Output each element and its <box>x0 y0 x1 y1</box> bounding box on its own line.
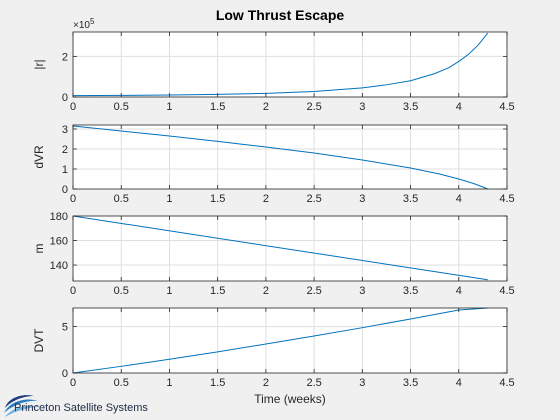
subplot-2: 0 0.5 1 1.5 2 2.5 3 3.5 4 4.5 0 1 2 3 dVR <box>32 124 515 205</box>
figure-title: Low Thrust Escape <box>216 7 345 23</box>
axes-box <box>72 31 508 98</box>
x-tick-label: 0 <box>70 377 76 389</box>
x-tick-label: 1 <box>166 285 172 297</box>
x-tick-label: 0.5 <box>114 285 129 297</box>
x-axis-label: Time (weeks) <box>254 392 326 406</box>
x-tick-label: 2.5 <box>306 377 321 389</box>
x-tick-label: 0.5 <box>114 193 129 205</box>
x-tick-label: 1.5 <box>210 285 225 297</box>
series-line-1 <box>72 307 488 374</box>
logo-emblem-icon <box>4 395 40 417</box>
axes-layer: 0 0.5 1 1.5 2 2.5 3 3.5 4 4.5 0 2 |r| ×105 0 0.5 1 1.5 2 2.… <box>32 17 515 406</box>
x-tick-label: 2 <box>263 377 269 389</box>
x-tick-label: 4 <box>456 377 462 389</box>
y-axis-label: dVR <box>32 145 46 169</box>
x-tick-label: 3 <box>359 377 365 389</box>
x-tick-label: 2 <box>263 101 269 113</box>
x-tick-label: 3 <box>359 101 365 113</box>
x-tick-label: 3.5 <box>403 377 418 389</box>
logo-swoosh-mid <box>4 399 38 413</box>
x-tick-label: 2.5 <box>306 193 321 205</box>
logo-swoosh-dark <box>5 395 34 408</box>
y-tick-label: 2 <box>62 144 68 156</box>
series-line-1 <box>72 125 488 190</box>
y-tick-label: 2 <box>62 51 68 63</box>
subplot-4: 0 0.5 1 1.5 2 2.5 3 3.5 4 4.5 0 5 DVT Time (weeks) <box>32 307 515 406</box>
subplot-3: 0 0.5 1 1.5 2 2.5 3 3.5 4 4.5 140 160 180 m <box>32 211 515 297</box>
series-line-1 <box>72 215 488 281</box>
x-tick-label: 0 <box>70 285 76 297</box>
x-tick-label: 0.5 <box>114 377 129 389</box>
x-tick-label: 0 <box>70 193 76 205</box>
y-tick-label: 0 <box>62 368 68 380</box>
x-tick-label: 1.5 <box>210 193 225 205</box>
y-axis-label: |r| <box>32 59 46 69</box>
x-tick-label: 1 <box>166 193 172 205</box>
x-tick-label: 2 <box>263 193 269 205</box>
y-exponent-power: 5 <box>90 17 95 26</box>
x-tick-label: 1 <box>166 101 172 113</box>
x-tick-label: 0.5 <box>114 101 129 113</box>
x-tick-label: 2 <box>263 285 269 297</box>
x-tick-label: 4.5 <box>499 377 514 389</box>
x-tick-label: 1.5 <box>210 377 225 389</box>
y-axis-label: DVT <box>32 328 46 353</box>
axes-box <box>72 307 508 374</box>
x-tick-label: 1.5 <box>210 101 225 113</box>
y-tick-label: 3 <box>62 124 68 136</box>
x-tick-label: 2.5 <box>306 101 321 113</box>
x-tick-label: 4.5 <box>499 193 514 205</box>
y-tick-label: 160 <box>50 236 68 248</box>
y-axis-label: m <box>32 244 46 254</box>
x-tick-label: 0 <box>70 101 76 113</box>
y-tick-label: 1 <box>62 164 68 176</box>
subplot-1: 0 0.5 1 1.5 2 2.5 3 3.5 4 4.5 0 2 |r| ×105 <box>32 17 515 113</box>
y-exponent-label: ×105 <box>73 17 95 31</box>
logo-text: Princeton Satellite Systems <box>14 402 148 414</box>
axes-box <box>72 215 508 282</box>
x-tick-label: 1 <box>166 377 172 389</box>
y-tick-label: 0 <box>62 92 68 104</box>
x-tick-label: 4.5 <box>499 285 514 297</box>
plot-area <box>73 32 507 97</box>
y-tick-label: 140 <box>50 260 68 272</box>
series-line-1 <box>72 32 489 97</box>
psslogo: Princeton Satellite Systems <box>4 395 148 417</box>
plot-area <box>73 125 507 189</box>
x-tick-label: 3.5 <box>403 193 418 205</box>
x-tick-label: 3 <box>359 285 365 297</box>
x-tick-label: 4 <box>456 193 462 205</box>
x-tick-label: 3 <box>359 193 365 205</box>
y-tick-label: 5 <box>62 322 68 334</box>
y-tick-label: 180 <box>50 211 68 223</box>
x-tick-label: 3.5 <box>403 285 418 297</box>
x-tick-label: 2.5 <box>306 285 321 297</box>
x-tick-label: 4 <box>456 101 462 113</box>
logo-swoosh-light <box>5 405 40 417</box>
y-tick-label: 0 <box>62 184 68 196</box>
x-tick-label: 3.5 <box>403 101 418 113</box>
x-tick-label: 4 <box>456 285 462 297</box>
x-tick-label: 4.5 <box>499 101 514 113</box>
axes-box <box>72 124 508 190</box>
